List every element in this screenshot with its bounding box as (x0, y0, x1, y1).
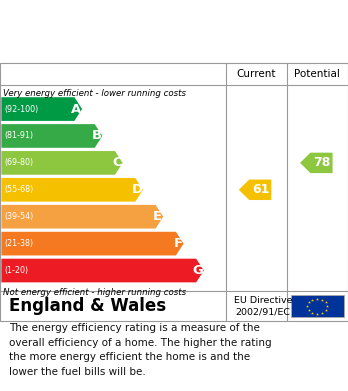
Polygon shape (1, 124, 102, 148)
Polygon shape (1, 259, 204, 282)
Bar (291, 295, 344, 317)
Text: (39-54): (39-54) (4, 212, 33, 221)
Text: (92-100): (92-100) (4, 104, 38, 113)
Polygon shape (1, 178, 143, 202)
Text: F: F (173, 237, 183, 250)
Polygon shape (239, 179, 271, 200)
Text: EU Directive
2002/91/EC: EU Directive 2002/91/EC (234, 296, 292, 317)
Text: (81-91): (81-91) (4, 131, 33, 140)
Polygon shape (1, 151, 122, 175)
Text: England & Wales: England & Wales (9, 297, 166, 315)
Text: 61: 61 (252, 183, 270, 196)
Polygon shape (1, 232, 183, 255)
Text: D: D (132, 183, 143, 196)
Text: 78: 78 (314, 156, 331, 169)
Polygon shape (1, 97, 82, 121)
Polygon shape (1, 205, 163, 229)
Text: G: G (193, 264, 204, 277)
Text: (55-68): (55-68) (4, 185, 33, 194)
Text: B: B (92, 129, 102, 142)
Text: (21-38): (21-38) (4, 239, 33, 248)
Text: Potential: Potential (294, 69, 340, 79)
Text: (1-20): (1-20) (4, 266, 28, 275)
Text: Energy Efficiency Rating: Energy Efficiency Rating (9, 23, 238, 41)
Text: A: A (71, 102, 82, 116)
Text: The energy efficiency rating is a measure of the
overall efficiency of a home. T: The energy efficiency rating is a measur… (9, 323, 271, 377)
Text: Not energy efficient - higher running costs: Not energy efficient - higher running co… (3, 288, 187, 297)
Text: Current: Current (236, 69, 276, 79)
Text: E: E (153, 210, 162, 223)
Text: C: C (112, 156, 122, 169)
Polygon shape (300, 152, 333, 173)
Text: (69-80): (69-80) (4, 158, 33, 167)
Text: Very energy efficient - lower running costs: Very energy efficient - lower running co… (3, 89, 187, 98)
